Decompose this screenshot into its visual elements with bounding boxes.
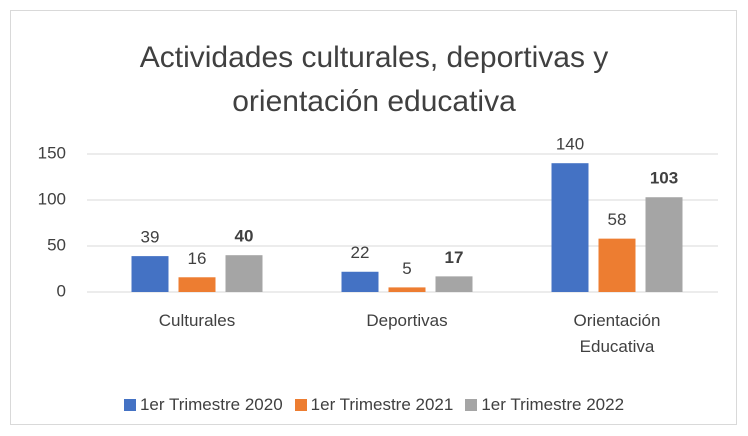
legend-label: 1er Trimestre 2020 — [139, 395, 283, 414]
bar — [598, 238, 636, 292]
data-label: 140 — [556, 135, 584, 154]
bar — [645, 197, 683, 292]
legend: 1er Trimestre 2020 1er Trimestre 2021 1er … — [0, 395, 748, 415]
legend-item: 1er Trimestre 2022 — [465, 395, 624, 415]
bar — [388, 287, 426, 292]
y-tick-label: 0 — [57, 281, 66, 300]
chart-border — [10, 10, 737, 425]
bar — [131, 256, 169, 292]
data-label: 58 — [608, 210, 627, 229]
data-label: 22 — [351, 243, 370, 262]
data-label: 40 — [235, 227, 254, 246]
legend-label: 1er Trimestre 2021 — [310, 395, 454, 414]
data-label: 103 — [650, 169, 678, 188]
bar — [551, 163, 589, 292]
legend-item: 1er Trimestre 2021 — [294, 395, 454, 415]
y-tick-label: 150 — [38, 143, 66, 162]
legend-swatch — [465, 399, 478, 411]
data-label: 5 — [402, 259, 411, 278]
data-label: 39 — [141, 228, 160, 247]
bar — [178, 277, 216, 292]
legend-label: 1er Trimestre 2022 — [481, 395, 625, 414]
data-label: 16 — [188, 249, 207, 268]
x-tick-label: Culturales — [158, 311, 236, 330]
data-label: 17 — [445, 248, 464, 267]
y-tick-label: 100 — [38, 189, 66, 208]
legend-swatch — [294, 399, 307, 411]
legend-swatch — [123, 399, 136, 411]
legend-item: 1er Trimestre 2020 — [123, 395, 283, 415]
x-tick-label: Orientación Educativa — [573, 311, 661, 356]
bar — [435, 276, 473, 292]
bar — [225, 255, 263, 292]
bar — [341, 271, 379, 292]
y-tick-label: 50 — [47, 235, 66, 254]
x-tick-label: Deportivas — [366, 311, 448, 330]
chart-title: Actividades culturales, deportivas y ori… — [139, 41, 609, 118]
